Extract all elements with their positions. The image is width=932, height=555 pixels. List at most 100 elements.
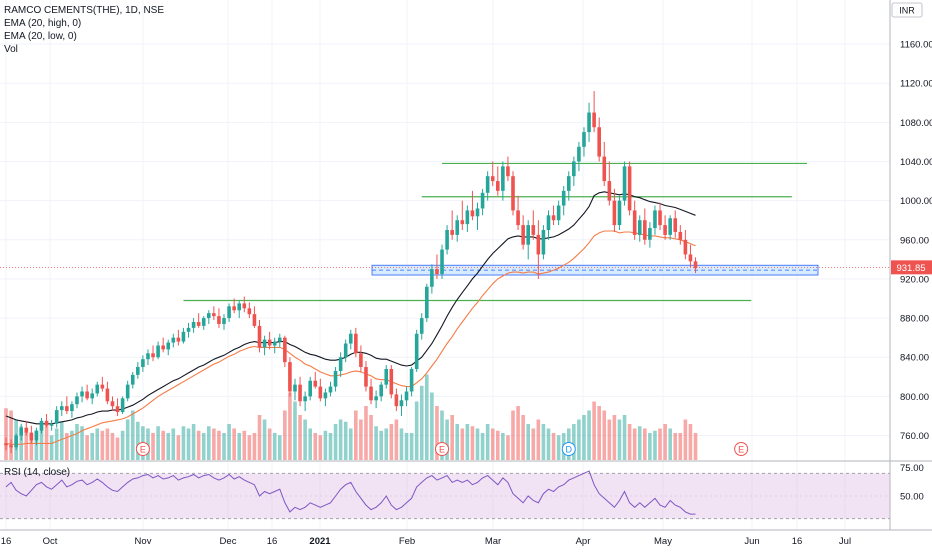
volume-bar <box>166 433 171 460</box>
candle-body <box>516 210 520 226</box>
candle-body <box>470 210 475 217</box>
candle-body <box>587 112 591 133</box>
volume-bar <box>617 419 622 460</box>
candle-body <box>592 112 596 128</box>
volume-bar <box>176 435 181 460</box>
candle-body <box>440 249 444 275</box>
candle-body <box>146 353 150 360</box>
volume-bar <box>272 433 277 460</box>
volume-bar <box>298 415 302 460</box>
volume-bar <box>445 419 449 460</box>
candle-body <box>34 430 39 441</box>
volume-bar <box>237 433 242 460</box>
volume-bar <box>440 410 444 460</box>
candle-body <box>425 286 429 319</box>
volume-bar <box>536 419 541 460</box>
candle-body <box>338 357 343 371</box>
candle-body <box>607 181 612 201</box>
legend-ema-high[interactable]: EMA (20, high, 0) <box>4 18 82 29</box>
x-tick-label: 16 <box>1 536 12 547</box>
candle-body <box>217 316 221 324</box>
candle-body <box>298 384 302 402</box>
candle-body <box>75 396 79 405</box>
candle-body <box>110 401 115 407</box>
volume-bar <box>521 415 525 460</box>
volume-bar <box>389 424 394 460</box>
candle-body <box>85 391 89 399</box>
candle-body <box>637 220 642 235</box>
volume-bar <box>70 430 74 460</box>
rsi-tick-label: 50.00 <box>900 492 924 503</box>
candle-body <box>480 192 485 209</box>
volume-bar <box>592 401 596 460</box>
volume-bar <box>277 435 282 460</box>
volume-bar <box>414 401 419 460</box>
event-marker-label: D <box>566 445 573 455</box>
volume-bar <box>39 424 44 460</box>
candle-body <box>673 218 678 232</box>
volume-bar <box>54 428 59 460</box>
rsi-legend[interactable]: RSI (14, close) <box>4 467 71 478</box>
candle-body <box>506 166 510 177</box>
volume-bar <box>283 410 287 460</box>
x-tick-label: Dec <box>220 536 237 547</box>
candle-body <box>24 427 29 433</box>
legend-ema-low[interactable]: EMA (20, low, 0) <box>4 31 77 42</box>
candle-body <box>384 368 389 385</box>
volume-bar <box>354 410 358 460</box>
volume-bar <box>288 392 292 460</box>
candle-body <box>115 406 120 413</box>
volume-bar <box>506 435 510 460</box>
volume-bar <box>242 430 247 460</box>
volume-bar <box>318 435 323 460</box>
volume-bar <box>125 419 130 460</box>
volume-bar <box>430 392 434 460</box>
candle-body <box>141 359 145 368</box>
chart-title[interactable]: RAMCO CEMENTS(THE), 1D, NSE <box>4 5 165 16</box>
candle-body <box>577 146 581 162</box>
candle-body <box>247 308 252 315</box>
candle-body <box>374 396 378 401</box>
candle-body <box>242 303 247 309</box>
candle-body <box>196 322 201 326</box>
volume-bar <box>501 433 505 460</box>
candle-body <box>556 205 561 221</box>
volume-bar <box>597 406 601 460</box>
candle-body <box>668 218 672 235</box>
volume-bar <box>394 419 399 460</box>
volume-bar <box>262 419 267 460</box>
candle-body <box>369 386 373 401</box>
volume-bar <box>678 433 683 460</box>
volume-bar <box>374 426 378 460</box>
volume-bar <box>607 419 612 460</box>
candle-body <box>156 345 160 358</box>
candle-body <box>404 391 409 401</box>
volume-bar <box>364 406 368 460</box>
last-price-label: 931.85 <box>896 263 925 274</box>
candle-body <box>663 225 667 235</box>
volume-bar <box>419 385 424 460</box>
candle-body <box>232 306 236 311</box>
candle-body <box>130 374 135 385</box>
candle-body <box>44 420 49 426</box>
volume-bar <box>435 406 439 460</box>
currency-label: INR <box>899 6 915 16</box>
volume-bar <box>379 430 383 460</box>
volume-bar <box>222 433 226 460</box>
candle-body <box>222 318 226 324</box>
volume-bar <box>308 428 312 460</box>
candle-body <box>354 333 358 354</box>
volume-bar <box>404 433 409 460</box>
legend-volume[interactable]: Vol <box>4 44 18 55</box>
candle-body <box>572 161 576 177</box>
candle-body <box>323 392 328 399</box>
volume-bar <box>541 424 546 460</box>
currency-box <box>891 2 923 18</box>
candle-body <box>257 325 262 348</box>
volume-bar <box>151 433 155 460</box>
y-tick-label: 1080.00 <box>900 118 932 129</box>
volume-bar <box>105 428 110 460</box>
candle-body <box>678 231 683 240</box>
volume-bar <box>156 426 160 460</box>
